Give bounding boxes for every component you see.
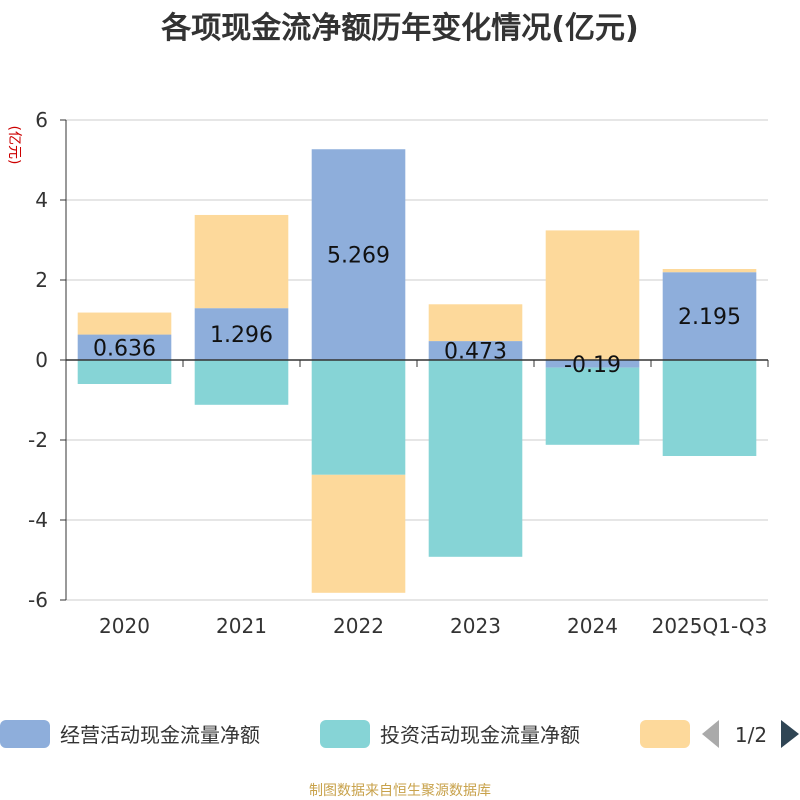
legend-swatch-0[interactable] — [0, 720, 50, 748]
x-tick-label: 2023 — [450, 614, 501, 638]
y-tick-label: -4 — [28, 508, 48, 532]
chart-title: 各项现金流净额历年变化情况(亿元) — [160, 11, 638, 46]
legend-label-0[interactable]: 经营活动现金流量净额 — [60, 723, 260, 747]
x-tick-label: 2020 — [99, 614, 150, 638]
bar-series1-2022[interactable] — [311, 360, 406, 475]
bar-series2-2021[interactable] — [194, 214, 289, 309]
bar-series1-2024[interactable] — [545, 367, 640, 445]
bar-series0-2021[interactable] — [194, 308, 289, 360]
legend-page-indicator: 1/2 — [735, 723, 767, 747]
data-label: 1.296 — [210, 323, 273, 348]
y-tick-label: 2 — [35, 268, 48, 292]
bar-series1-2021[interactable] — [194, 360, 289, 405]
bar-series2-2020[interactable] — [77, 312, 172, 335]
bar-series1-2020[interactable] — [77, 360, 172, 384]
x-tick-label: 2022 — [333, 614, 384, 638]
source-note: 制图数据来自恒生聚源数据库 — [309, 783, 491, 799]
bar-series0-2025Q1-Q3[interactable] — [662, 272, 757, 360]
legend-swatch-2[interactable] — [640, 720, 690, 748]
grid-lines — [66, 119, 768, 601]
y-tick-label: -6 — [28, 588, 48, 612]
data-label: 2.195 — [678, 305, 741, 330]
x-tick-label: 2024 — [567, 614, 618, 638]
x-tick-label: 2021 — [216, 614, 267, 638]
bar-series0-2020[interactable] — [77, 334, 172, 360]
y-tick-label: 4 — [35, 188, 48, 212]
y-tick-label: 6 — [35, 108, 48, 132]
bar-series0-2024[interactable] — [545, 360, 640, 368]
bar-series0-2022[interactable] — [311, 149, 406, 360]
bar-series2-2024[interactable] — [545, 230, 640, 360]
x-tick-label: 2025Q1-Q3 — [652, 614, 768, 638]
bar-series1-2025Q1-Q3[interactable] — [662, 360, 757, 456]
data-label: 0.473 — [444, 340, 507, 365]
bars — [77, 149, 757, 593]
bar-series1-2023[interactable] — [428, 360, 523, 557]
legend: 经营活动现金流量净额 投资活动现金流量净额 1/2 — [0, 720, 799, 748]
legend-prev-page-icon[interactable] — [702, 720, 719, 748]
data-label: 0.636 — [93, 336, 156, 361]
data-label: -0.19 — [564, 353, 621, 378]
axes: 6 4 2 0 -2 -4 -6 2020 2021 2022 2023 2024 2025Q1-Q3 — [28, 108, 769, 638]
y-tick-label: 0 — [35, 348, 48, 372]
legend-swatch-1[interactable] — [320, 720, 370, 748]
y-tick-label: -2 — [28, 428, 48, 452]
y-axis-label: (亿元) — [6, 126, 22, 165]
bar-series2-2022[interactable] — [311, 474, 406, 593]
data-label: 5.269 — [327, 244, 390, 269]
bar-series2-2023[interactable] — [428, 304, 523, 342]
legend-next-page-icon[interactable] — [781, 720, 799, 748]
data-labels: 0.636 1.296 5.269 0.473 -0.19 2.195 — [93, 244, 741, 378]
bar-series2-2025Q1-Q3[interactable] — [662, 269, 757, 273]
legend-label-1[interactable]: 投资活动现金流量净额 — [380, 723, 580, 747]
bar-series0-2023[interactable] — [428, 341, 523, 360]
